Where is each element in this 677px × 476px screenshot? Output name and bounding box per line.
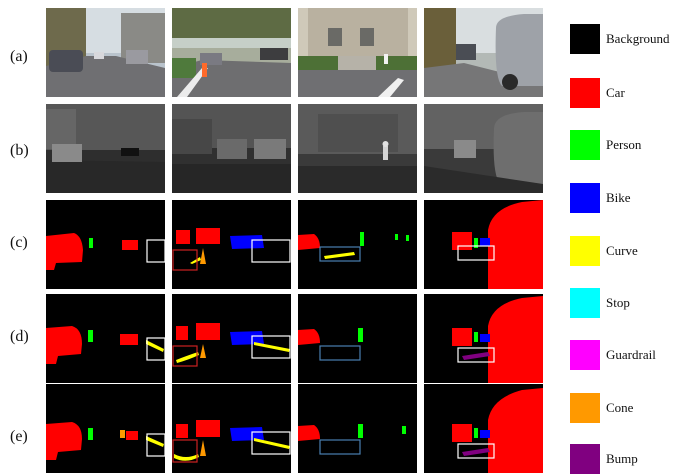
thermal-image-1 xyxy=(46,104,165,193)
segmentation-d-3 xyxy=(298,294,417,383)
rgb-image-2 xyxy=(172,8,291,97)
legend-label-curve: Curve xyxy=(606,243,638,258)
legend-swatch-curve xyxy=(570,236,600,266)
legend-swatch-stop xyxy=(570,288,600,318)
thermal-image-2 xyxy=(172,104,291,193)
segmentation-c-3 xyxy=(298,200,417,289)
segmentation-e-2 xyxy=(172,384,291,473)
legend-label-guardrail: Guardrail xyxy=(606,347,656,362)
rgb-image-1 xyxy=(46,8,165,97)
segmentation-d-2 xyxy=(172,294,291,383)
thermal-image-4 xyxy=(424,104,543,193)
segmentation-e-4 xyxy=(424,384,543,473)
segmentation-d-4 xyxy=(424,294,543,383)
row-label-d: (d) xyxy=(10,328,29,345)
legend-label-bump: Bump xyxy=(606,451,638,466)
legend-swatch-bike xyxy=(570,183,600,213)
segmentation-e-3 xyxy=(298,384,417,473)
thermal-image-3 xyxy=(298,104,417,193)
legend-swatch-person xyxy=(570,130,600,160)
rgb-image-4 xyxy=(424,8,543,97)
segmentation-c-4 xyxy=(424,200,543,289)
legend-label-person: Person xyxy=(606,137,642,152)
legend-label-stop: Stop xyxy=(606,295,630,310)
row-label-e: (e) xyxy=(10,428,28,445)
legend-label-cone: Cone xyxy=(606,400,634,415)
legend-swatch-bump xyxy=(570,444,600,474)
row-label-c: (c) xyxy=(10,234,28,251)
row-label-a: (a) xyxy=(10,48,28,65)
segmentation-c-2 xyxy=(172,200,291,289)
segmentation-d-1 xyxy=(46,294,165,383)
segmentation-c-1 xyxy=(46,200,165,289)
legend-label-car: Car xyxy=(606,85,625,100)
legend-label-bike: Bike xyxy=(606,190,631,205)
row-label-b: (b) xyxy=(10,142,29,159)
legend-swatch-cone xyxy=(570,393,600,423)
segmentation-e-1 xyxy=(46,384,165,473)
legend-label-background: Background xyxy=(606,31,670,46)
rgb-image-3 xyxy=(298,8,417,97)
legend-swatch-background xyxy=(570,24,600,54)
legend-swatch-guardrail xyxy=(570,340,600,370)
legend-swatch-car xyxy=(570,78,600,108)
